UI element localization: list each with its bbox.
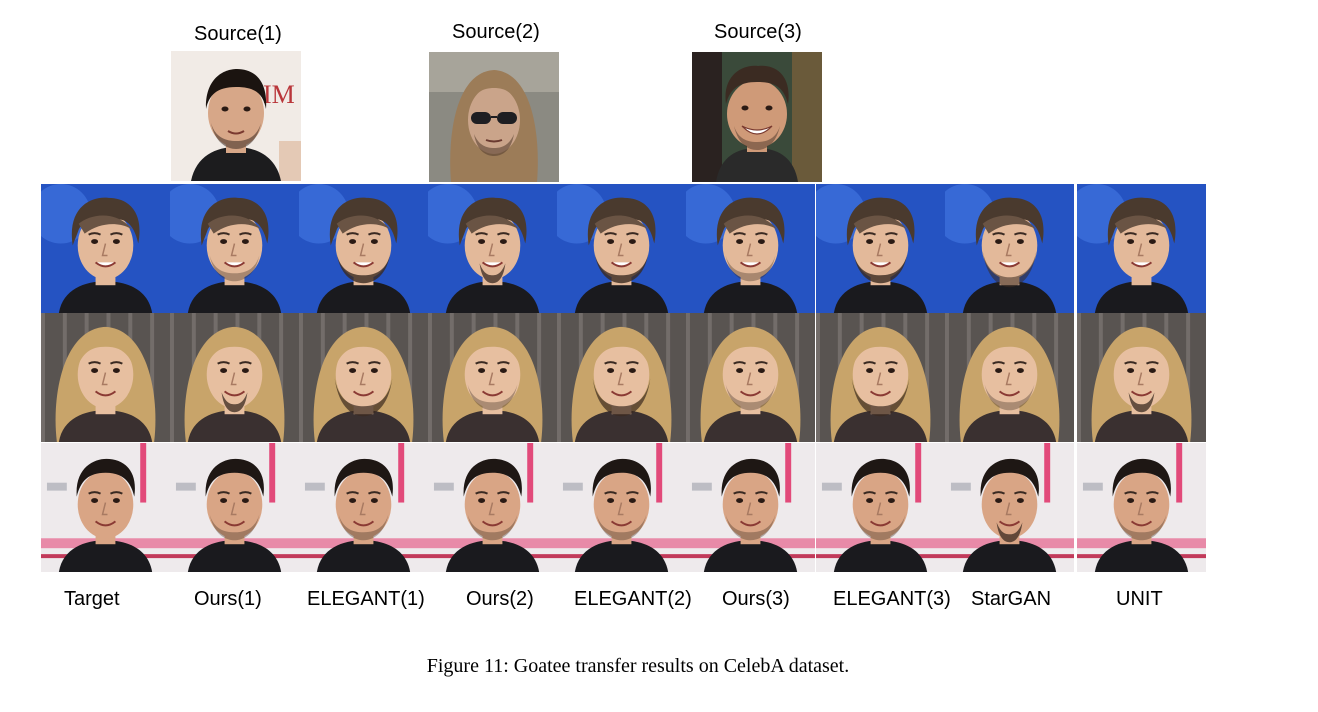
face-illustration bbox=[816, 443, 945, 572]
result-image-row2-col9 bbox=[1077, 313, 1206, 442]
face-illustration bbox=[557, 313, 686, 442]
face-illustration bbox=[945, 443, 1074, 572]
column-label-ours-3: Ours(3) bbox=[722, 588, 790, 610]
face-illustration bbox=[557, 443, 686, 572]
result-image-row1-col6 bbox=[686, 184, 815, 313]
source-photo-2-image bbox=[429, 52, 559, 182]
result-image-row1-col5 bbox=[557, 184, 686, 313]
source-label-1: Source(1) bbox=[194, 23, 282, 45]
face-illustration bbox=[428, 184, 557, 313]
source-photo-3 bbox=[692, 52, 822, 182]
face-illustration bbox=[945, 184, 1074, 313]
face-illustration bbox=[41, 313, 170, 442]
result-image-row2-col4 bbox=[428, 313, 557, 442]
face-illustration bbox=[686, 184, 815, 313]
column-label-elegant-2: ELEGANT(2) bbox=[574, 588, 692, 610]
result-image-row1-col4 bbox=[428, 184, 557, 313]
result-image-row3-col7 bbox=[816, 443, 945, 572]
result-image-row1-col9 bbox=[1077, 184, 1206, 313]
result-image-row3-col9 bbox=[1077, 443, 1206, 572]
source-label-3: Source(3) bbox=[714, 21, 802, 43]
face-illustration bbox=[170, 313, 299, 442]
result-image-row2-col6 bbox=[686, 313, 815, 442]
face-illustration bbox=[1077, 443, 1206, 572]
result-image-row2-col7 bbox=[816, 313, 945, 442]
result-image-row3-col1 bbox=[41, 443, 170, 572]
figure-caption: Figure 11: Goatee transfer results on Ce… bbox=[426, 655, 850, 677]
face-illustration bbox=[428, 313, 557, 442]
face-illustration bbox=[557, 184, 686, 313]
source-photo-3-image bbox=[692, 52, 822, 182]
face-illustration bbox=[816, 184, 945, 313]
face-illustration bbox=[299, 443, 428, 572]
result-image-row1-col3 bbox=[299, 184, 428, 313]
source-photo-1 bbox=[171, 51, 301, 181]
face-illustration bbox=[945, 313, 1074, 442]
result-image-row2-col3 bbox=[299, 313, 428, 442]
face-illustration bbox=[299, 184, 428, 313]
result-image-row3-col2 bbox=[170, 443, 299, 572]
result-image-row3-col5 bbox=[557, 443, 686, 572]
result-image-row3-col6 bbox=[686, 443, 815, 572]
face-illustration bbox=[428, 443, 557, 572]
result-image-row2-col1 bbox=[41, 313, 170, 442]
face-illustration bbox=[170, 443, 299, 572]
result-image-row2-col5 bbox=[557, 313, 686, 442]
result-image-row1-col8 bbox=[945, 184, 1074, 313]
result-image-row3-col3 bbox=[299, 443, 428, 572]
result-image-row2-col2 bbox=[170, 313, 299, 442]
source-photo-2 bbox=[429, 52, 559, 182]
source-label-2: Source(2) bbox=[452, 21, 540, 43]
column-label-elegant-1: ELEGANT(1) bbox=[307, 588, 425, 610]
face-illustration bbox=[1077, 184, 1206, 313]
face-illustration bbox=[299, 313, 428, 442]
face-illustration bbox=[41, 443, 170, 572]
face-illustration bbox=[41, 184, 170, 313]
face-illustration bbox=[686, 313, 815, 442]
result-image-row2-col8 bbox=[945, 313, 1074, 442]
result-image-row3-col8 bbox=[945, 443, 1074, 572]
source-photo-1-image bbox=[171, 51, 301, 181]
column-label-target: Target bbox=[64, 588, 120, 610]
face-illustration bbox=[686, 443, 815, 572]
column-label-ours-2: Ours(2) bbox=[466, 588, 534, 610]
face-illustration bbox=[170, 184, 299, 313]
face-illustration bbox=[1077, 313, 1206, 442]
result-image-row1-col2 bbox=[170, 184, 299, 313]
result-image-row1-col1 bbox=[41, 184, 170, 313]
face-illustration bbox=[816, 313, 945, 442]
column-label-elegant-3: ELEGANT(3) bbox=[833, 588, 951, 610]
column-label-stargan: StarGAN bbox=[971, 588, 1052, 610]
result-image-row3-col4 bbox=[428, 443, 557, 572]
column-label-unit: UNIT bbox=[1116, 588, 1163, 610]
result-image-row1-col7 bbox=[816, 184, 945, 313]
column-label-ours-1: Ours(1) bbox=[194, 588, 262, 610]
